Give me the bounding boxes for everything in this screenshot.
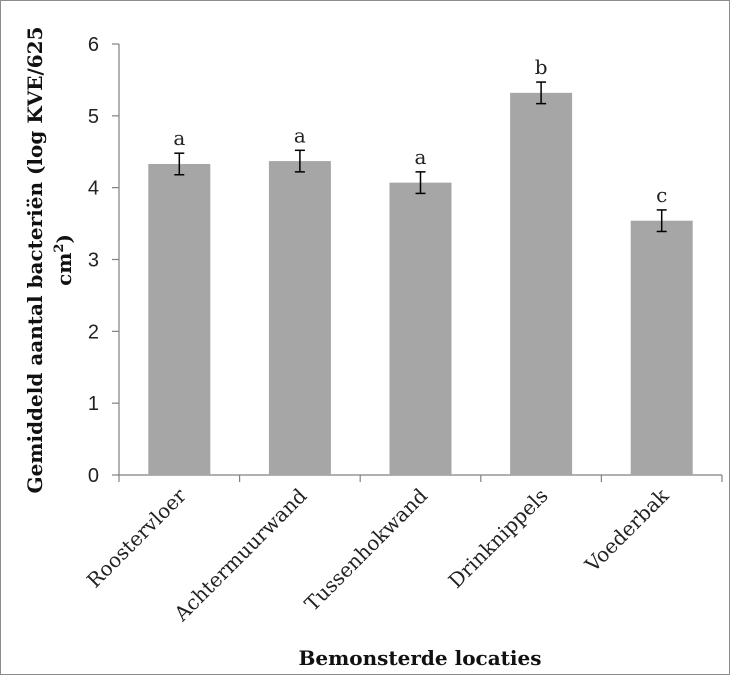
- bar: [630, 220, 693, 475]
- y-tick-label: 4: [88, 178, 99, 200]
- y-tick-label: 5: [88, 106, 99, 128]
- x-category-label: Roostervloer: [82, 483, 191, 592]
- y-axis-unit-base: cm: [52, 253, 76, 286]
- y-tick-label: 0: [88, 465, 99, 487]
- significance-label: b: [535, 55, 548, 79]
- significance-label: a: [173, 126, 185, 150]
- y-tick-label: 6: [88, 34, 99, 56]
- y-tick-label: 3: [88, 250, 99, 272]
- x-axis-title: Bemonsterde locaties: [299, 646, 542, 670]
- bar: [268, 161, 331, 476]
- y-tick-label: 2: [88, 321, 99, 343]
- bar: [148, 163, 211, 475]
- y-axis-unit-superscript: 2: [52, 244, 67, 253]
- y-axis-title: Gemiddeld aantal bacteriën (log KVE/625 …: [23, 26, 76, 493]
- significance-label: a: [294, 123, 306, 147]
- bar: [389, 182, 452, 475]
- x-category-label: Achtermuurwand: [169, 483, 312, 626]
- x-category-label: Voederbak: [580, 483, 674, 577]
- y-axis-title-line-2: cm2): [52, 234, 76, 286]
- y-axis-unit-close: ): [52, 234, 76, 243]
- x-category-label: Tussenhokwand: [300, 483, 433, 616]
- y-tick-label: 1: [88, 393, 99, 415]
- plot-area: 0 1 2 3 4 5 6 a Roostervloer a Achtermuurwand a Tuss…: [82, 34, 723, 626]
- significance-label: c: [656, 183, 667, 207]
- significance-label: a: [415, 145, 427, 169]
- x-category-label: Drinknippels: [443, 484, 552, 593]
- bar: [510, 92, 573, 475]
- y-axis-title-line-1: Gemiddeld aantal bacteriën (log KVE/625: [23, 26, 47, 493]
